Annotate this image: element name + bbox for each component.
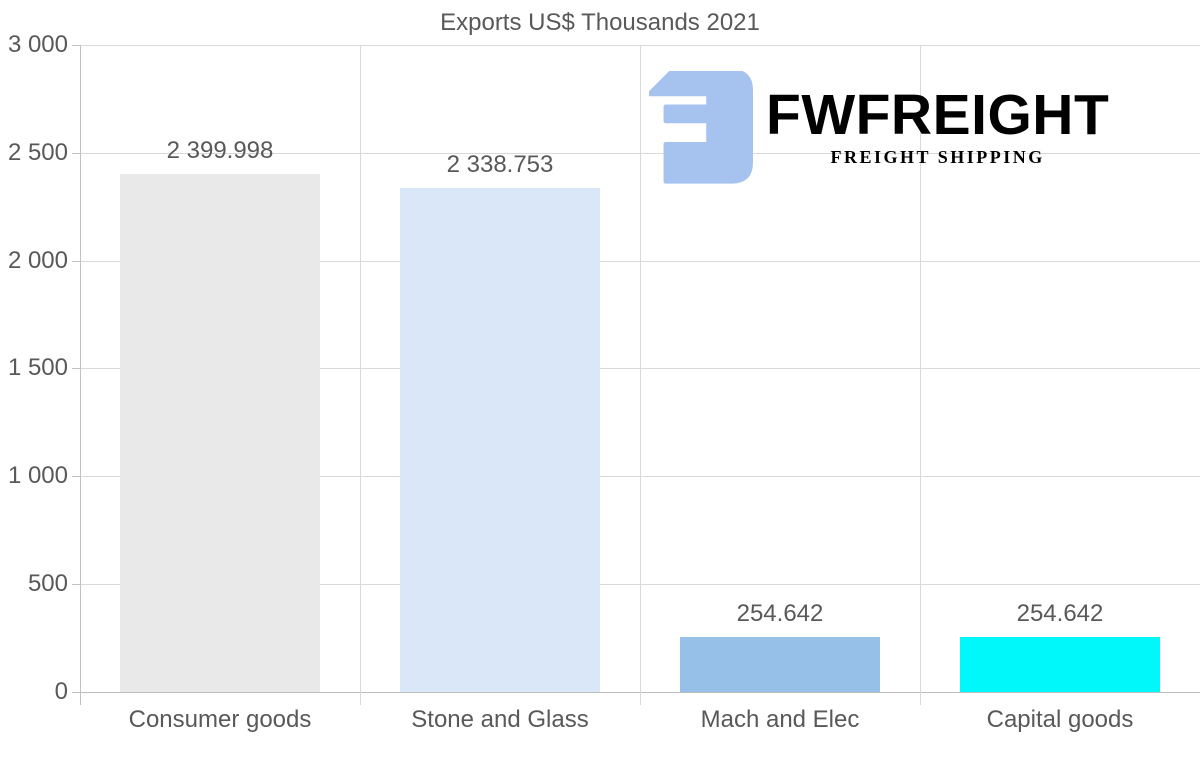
bar-value-label: 2 338.753 <box>446 151 554 178</box>
x-axis-label-mach-and-elec: Mach and Elec <box>700 706 860 733</box>
bar-value-label: 254.642 <box>1016 600 1104 627</box>
v-gridline <box>920 45 921 705</box>
y-tick-mark <box>72 476 80 477</box>
y-tick-mark <box>72 584 80 585</box>
bar-value-label: 2 399.998 <box>166 137 274 164</box>
bar-consumer-goods <box>120 174 320 692</box>
fwfreight-logo-icon <box>649 71 753 184</box>
bar-value-label: 254.642 <box>736 600 824 627</box>
y-axis-tick-label: 2 500 <box>7 139 68 166</box>
chart-title: Exports US$ Thousands 2021 <box>440 9 760 36</box>
logo-text-block: FWFREIGHT FREIGHT SHIPPING <box>766 71 1109 167</box>
y-axis-tick-label: 2 000 <box>7 247 68 274</box>
y-axis-tick-label: 1 500 <box>7 354 68 381</box>
y-axis-tick-label: 3 000 <box>7 31 68 58</box>
y-tick-mark <box>72 45 80 46</box>
bar-stone-and-glass <box>400 188 600 692</box>
x-axis-label-capital-goods: Capital goods <box>986 706 1134 733</box>
x-axis-label-stone-and-glass: Stone and Glass <box>411 706 589 733</box>
bar-mach-and-elec <box>680 637 880 692</box>
fwfreight-logo: FWFREIGHT FREIGHT SHIPPING <box>649 71 1109 188</box>
y-tick-mark <box>72 692 80 693</box>
y-axis-line <box>80 45 81 705</box>
y-axis-tick-label: 1 000 <box>7 462 68 489</box>
v-gridline <box>360 45 361 705</box>
x-axis-label-consumer-goods: Consumer goods <box>128 706 312 733</box>
logo-tagline: FREIGHT SHIPPING <box>830 147 1045 167</box>
y-tick-mark <box>72 261 80 262</box>
logo-wordmark: FWFREIGHT <box>766 83 1110 147</box>
y-axis-tick-label: 500 <box>27 570 68 597</box>
bar-capital-goods <box>960 637 1160 692</box>
y-axis-tick-label: 0 <box>54 678 68 705</box>
v-gridline <box>640 45 641 705</box>
y-tick-mark <box>72 368 80 369</box>
plot-area: 2 399.998 Consumer goods 2 338.753 Stone an… <box>72 45 1200 733</box>
y-tick-mark <box>72 153 80 154</box>
